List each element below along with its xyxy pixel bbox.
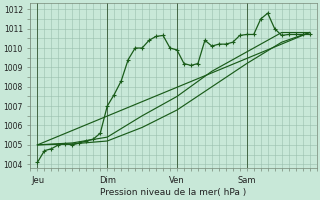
X-axis label: Pression niveau de la mer( hPa ): Pression niveau de la mer( hPa ) — [100, 188, 247, 197]
